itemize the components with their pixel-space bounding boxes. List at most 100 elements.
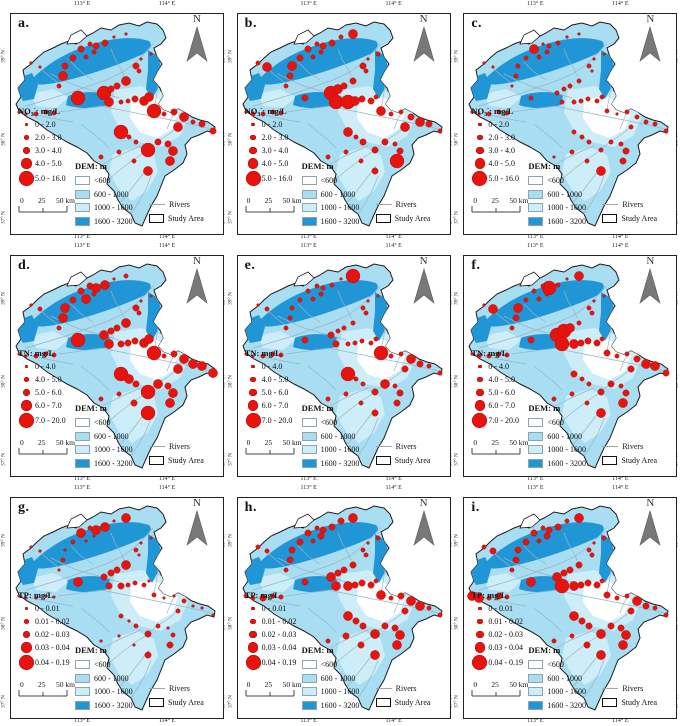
scale-tick-25: 25 — [491, 438, 499, 447]
legend-dot-icon — [250, 376, 256, 383]
sample-point — [592, 541, 596, 545]
study-area-icon — [375, 456, 391, 466]
sample-point — [379, 379, 390, 389]
sample-point — [124, 339, 132, 347]
legend-dot-icon — [23, 618, 30, 625]
sample-point — [179, 112, 189, 122]
legend-dot-icon — [472, 655, 488, 670]
legend-dot-cell — [18, 642, 35, 653]
sample-point — [530, 529, 538, 537]
sample-point — [310, 538, 316, 544]
sample-point — [250, 595, 256, 601]
sample-point — [565, 35, 569, 39]
legend-dot-cell — [18, 400, 35, 411]
sample-point — [477, 112, 481, 116]
sample-point — [310, 296, 316, 302]
sample-point — [397, 592, 405, 600]
legend-dot-icon — [251, 606, 255, 611]
sample-point — [470, 110, 474, 114]
conc-legend-rows: 0 - 0.01 0.01 - 0.02 0.02 - 0.03 0.03 - 0.0… — [471, 602, 523, 671]
rivers-legend: Rivers — [375, 198, 417, 212]
sample-point — [584, 337, 592, 345]
conc-legend-rows: 0 - 4.0 4.0 - 5.0 5.0 - 6.0 6.0 - 7.0 7.0 - … — [245, 360, 293, 429]
sample-points — [17, 273, 218, 421]
sample-point — [283, 83, 289, 89]
conc-legend-row: 0.04 - 0.19 — [245, 654, 296, 671]
axis-label-left-39n: 39° N — [453, 49, 460, 64]
map-canvas — [238, 498, 450, 718]
sample-point — [144, 334, 154, 344]
dem-class-label: 600 - 1000 — [94, 431, 129, 441]
sample-point — [624, 109, 630, 115]
boundary-notch — [293, 271, 315, 287]
dem-class-label: 1600 - 3200 — [547, 216, 586, 226]
dem-legend-row: 1000 - 1600 — [301, 201, 359, 215]
sample-point — [388, 353, 394, 359]
dem-swatch-icon — [75, 203, 90, 213]
conc-legend-row: 7.0 - 20.0 — [245, 412, 293, 429]
conc-legend-row: 4.0 - 5.0 — [471, 157, 519, 170]
scale-bar: 0 25 50 km — [471, 438, 531, 458]
dem-legend-rows: <600 600 - 1000 1000 - 1600 1600 - 3200 — [528, 174, 586, 228]
conc-legend-rows: 0 - 4.0 4.0 - 5.0 5.0 - 6.0 6.0 - 7.0 7.0 - … — [471, 360, 519, 429]
sample-point — [69, 54, 77, 62]
sample-point — [335, 328, 341, 334]
sample-point — [405, 596, 416, 606]
sample-point — [261, 62, 272, 72]
legend-dot-icon — [245, 655, 261, 670]
scale-tick-50: 50 km — [282, 196, 302, 205]
axis-label-top-left: 113° E — [73, 243, 91, 249]
legend-dot-icon — [251, 122, 255, 127]
axis-label-bottom-right: 114° E — [158, 476, 176, 482]
dem-legend-title: DEM: m — [75, 403, 107, 413]
dem-swatch-icon — [75, 189, 90, 199]
sample-point — [161, 111, 167, 117]
sample-point — [314, 525, 320, 531]
sample-point — [371, 388, 379, 396]
dem-legend: DEM: m <600 600 - 1000 1000 - 1600 1600 - 3… — [75, 645, 133, 712]
sample-point — [375, 590, 386, 600]
axis-label-left-38n: 38° N — [453, 616, 460, 631]
legend-class-label: 6.0 - 7.0 — [35, 401, 62, 410]
sample-point — [398, 109, 404, 115]
legend-dot-cell — [18, 376, 35, 383]
dem-class-label: 1000 - 1600 — [94, 445, 133, 455]
legend-class-label: 7.0 - 20.0 — [261, 416, 293, 425]
north-arrow-icon — [413, 25, 435, 62]
sample-point — [488, 304, 499, 314]
sample-point — [133, 623, 139, 629]
sample-point — [317, 532, 325, 540]
legend-dot-icon — [24, 606, 29, 611]
dem-class-label: 600 - 1000 — [547, 431, 582, 441]
axis-label-bottom-right: 114° E — [612, 234, 629, 240]
dem-mountain-layer — [243, 280, 389, 350]
dem-swatch-icon — [528, 189, 544, 199]
sample-point — [407, 113, 415, 121]
param-superscript: - — [260, 106, 263, 112]
sample-point — [166, 626, 170, 630]
sample-point — [569, 149, 575, 155]
dem-swatch-icon — [301, 660, 317, 670]
legend-dot-cell — [245, 146, 262, 155]
sample-point — [52, 595, 56, 599]
sample-point — [624, 351, 630, 357]
conc-legend-row: 0.04 - 0.19 — [18, 654, 70, 671]
conc-legend-row: 0.02 - 0.03 — [18, 628, 70, 641]
sample-point — [173, 122, 183, 132]
sample-point — [437, 612, 443, 618]
legend-class-label: 0.02 - 0.03 — [488, 630, 523, 639]
dem-legend-row: 1000 - 1600 — [528, 201, 586, 215]
sample-point — [211, 613, 215, 617]
sample-point — [353, 376, 359, 382]
legend-dot-icon — [476, 388, 484, 397]
scale-tick-25: 25 — [38, 680, 46, 689]
legend-class-label: 3.0 - 4.0 — [488, 146, 515, 155]
dem-class-label: 1600 - 3200 — [547, 700, 586, 710]
dem-legend-row: <600 — [301, 174, 360, 188]
sample-point — [283, 325, 289, 331]
sample-point — [551, 396, 557, 402]
dem-swatch-icon — [75, 445, 90, 455]
sample-point — [602, 294, 606, 298]
dem-legend-title: DEM: m — [301, 645, 334, 655]
sample-point — [619, 157, 627, 165]
